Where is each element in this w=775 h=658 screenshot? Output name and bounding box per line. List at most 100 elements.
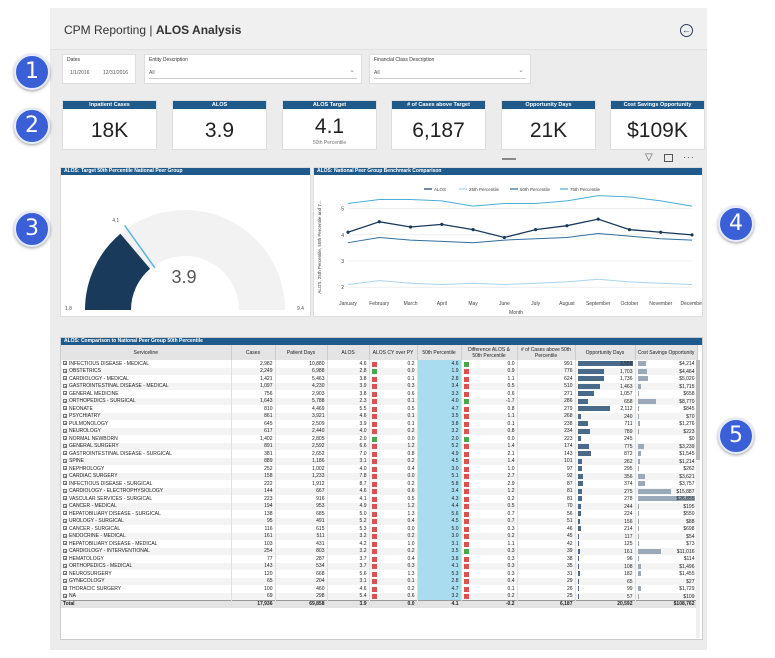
expand-icon[interactable]: + (63, 413, 67, 419)
entity-slicer[interactable]: Entity Description All ⌄ (144, 54, 362, 84)
table-row[interactable]: + CANCER - SURGICAL 116 615 5.3 0.0 5.0 0.3 46 21… (61, 525, 698, 533)
scrollbar-thumb[interactable] (696, 360, 700, 460)
table-row[interactable]: + HEPATOBILIARY DISEASE - SURGICAL 138 685 5… (61, 510, 698, 518)
expand-icon[interactable]: + (63, 511, 67, 517)
column-header[interactable]: Serviceline (61, 345, 232, 360)
opportunity-days-cell: 1,736 (575, 375, 636, 383)
expand-icon[interactable]: + (63, 406, 67, 412)
column-header[interactable]: Difference ALOS & 50th Percentile (461, 345, 518, 360)
more-options-icon[interactable]: ··· (683, 152, 695, 162)
cell-value: $70 (686, 413, 695, 420)
difference-cell: 1.2 (461, 487, 518, 495)
expand-icon[interactable]: + (63, 496, 67, 502)
table-row[interactable]: + CARDIOLOGY - INTERVENTIONAL 254 803 3.2 0.2… (61, 547, 698, 555)
table-row[interactable]: + CARDIOLOGY - ELECTROPHYSIOLOGY 144 667 4.6… (61, 487, 698, 495)
column-header[interactable]: Opportunity Days (575, 345, 636, 360)
y-axis-label: ALOS, 25th Percentile, 50th Percentile a… (317, 200, 322, 293)
table-row[interactable]: + GENERAL MEDICINE 756 2,903 3.8 0.6 3.3 0.6 271… (61, 390, 698, 398)
table-row[interactable]: + GASTROINTESTINAL DISEASE - MEDICAL 1,097… (61, 382, 698, 390)
expand-icon[interactable]: + (63, 571, 67, 577)
expand-icon[interactable]: + (63, 361, 67, 367)
expand-icon[interactable]: + (63, 473, 67, 479)
table-row[interactable]: + ORTHOPEDICS - MEDICAL 143 534 3.7 0.3 4.1 0.3… (61, 562, 698, 570)
table-row[interactable]: + VASCULAR SERVICES - SURGICAL 223 916 4.1 0.… (61, 495, 698, 503)
table-row[interactable]: + GASTROINTESTINAL DISEASE - SURGICAL 381 2… (61, 450, 698, 458)
serviceline-cell: + GENERAL MEDICINE (61, 390, 232, 398)
expand-icon[interactable]: + (63, 518, 67, 524)
expand-icon[interactable]: + (63, 383, 67, 389)
focus-mode-icon[interactable] (664, 154, 673, 162)
expand-icon[interactable]: + (63, 526, 67, 532)
expand-icon[interactable]: + (63, 458, 67, 464)
table-row[interactable]: + CARDIOLOGY - MEDICAL 1,421 5,463 3.8 0.1 2.8… (61, 375, 698, 383)
table-row[interactable]: + NEPHROLOGY 252 1,002 4.0 0.4 3.0 1.0 97 295 $262 (61, 465, 698, 473)
column-header[interactable]: Cases (231, 345, 276, 360)
table-row[interactable]: + INFECTIOUS DISEASE - SURGICAL 222 1,912 8.… (61, 480, 698, 488)
column-header[interactable]: ALOS (327, 345, 370, 360)
expand-icon[interactable]: + (63, 578, 67, 584)
serviceline-name: NEPHROLOGY (69, 465, 105, 472)
filter-icon[interactable]: ▽ (645, 152, 653, 163)
table-row[interactable]: + INFECTIOUS DISEASE - MEDICAL 2,982 10,880… (61, 360, 698, 368)
table-row[interactable]: + NA 69 298 5.4 0.6 3.2 0.2 25 57 $109 (61, 592, 698, 600)
table-row[interactable]: + HEPATOBILIARY DISEASE - MEDICAL 103 431 4.… (61, 540, 698, 548)
table-row[interactable]: + ENDOCRINE - MEDICAL 161 511 3.2 0.2 3.0 0.2 45… (61, 532, 698, 540)
table-row[interactable]: + NEUROLOGY 617 2,440 4.0 0.2 3.2 0.8 234 789 $223 (61, 427, 698, 435)
column-header[interactable]: # of Cases above 50th Percentile (517, 345, 576, 360)
expand-icon[interactable]: + (63, 586, 67, 592)
table-row[interactable]: + PULMONOLOGY 645 2,509 3.9 0.1 3.8 0.1 238 711 $1… (61, 420, 698, 428)
start-date-field[interactable]: 1/1/2016 (70, 70, 90, 76)
table-row[interactable]: + NORMAL NEWBORN 1,402 2,805 2.0 0.0 2.0 0.0 223… (61, 435, 698, 443)
table-row[interactable]: + SPINE 889 1,186 3.1 0.2 4.5 1.4 101 262 $1,214 (61, 457, 698, 465)
column-header[interactable]: 50th Percentile (417, 345, 462, 360)
table-row[interactable]: + GYNECOLOGY 65 204 3.1 0.1 2.8 0.4 29 65 $27 (61, 577, 698, 585)
expand-icon[interactable]: + (63, 466, 67, 472)
expand-icon[interactable]: + (63, 421, 67, 427)
financial-class-slicer[interactable]: Financial Class Description All ⌄ (369, 54, 531, 84)
comparison-table-panel[interactable]: ALOS: Comparison to National Peer Group … (60, 337, 703, 640)
table-row[interactable]: + THORACIC SURGERY 100 460 4.6 0.2 4.7 0.1 26 99 $… (61, 585, 698, 593)
table-row[interactable]: + NEONATE 810 4,469 5.5 0.5 4.7 0.8 279 2,112 $845 (61, 405, 698, 413)
expand-icon[interactable]: + (63, 398, 67, 404)
table-scrollbar[interactable] (696, 360, 700, 638)
end-date-field[interactable]: 12/31/2016 (103, 70, 129, 76)
expand-icon[interactable]: + (63, 436, 67, 442)
column-header[interactable]: ALOS CY over PY (369, 345, 418, 360)
expand-icon[interactable]: + (63, 556, 67, 562)
table-row[interactable]: + UROLOGY - SURGICAL 95 491 5.2 0.4 4.5 0.7 51 15… (61, 517, 698, 525)
dates-slicer[interactable]: Dates 1/1/2016 12/31/2016 (62, 54, 136, 84)
back-arrow-icon[interactable]: ← (680, 24, 693, 37)
drag-handle-icon[interactable] (502, 158, 516, 160)
serviceline-cell: + GYNECOLOGY (61, 577, 232, 585)
expand-icon[interactable]: + (63, 428, 67, 434)
expand-icon[interactable]: + (63, 563, 67, 569)
expand-icon[interactable]: + (63, 593, 67, 599)
data-bar: $3,239 (637, 443, 695, 450)
table-row[interactable]: + ORTHOPEDICS - SURGICAL 1,643 5,788 2.3 0.1 4… (61, 397, 698, 405)
expand-icon[interactable]: + (63, 548, 67, 554)
column-header[interactable]: Patient Days (275, 345, 328, 360)
expand-icon[interactable]: + (63, 533, 67, 539)
table-row[interactable]: + HEMATOLOGY 77 287 3.7 0.4 3.8 0.3 38 96 $114 (61, 555, 698, 563)
table-row[interactable]: + CANCER - MEDICAL 194 953 4.9 1.2 4.4 0.5 70 244… (61, 502, 698, 510)
table-row[interactable]: + CARDIAC SURGERY 158 1,233 7.8 0.0 5.1 2.7 92 35… (61, 472, 698, 480)
financial-class-dropdown[interactable]: All ⌄ (374, 66, 526, 79)
cell-value: 1.3 (407, 570, 415, 577)
expand-icon[interactable]: + (63, 541, 67, 547)
expand-icon[interactable]: + (63, 451, 67, 457)
table-row[interactable]: + NEUROSURGERY 120 668 5.6 1.3 5.3 0.3 31 182 $1,4… (61, 570, 698, 578)
gauge-panel[interactable]: ALOS: Target 50th Percentile National Pe… (60, 167, 311, 317)
entity-dropdown[interactable]: All ⌄ (149, 66, 357, 79)
table-row[interactable]: + GENERAL SURGERY 891 2,592 6.6 1.2 5.2 1.4 174 7… (61, 442, 698, 450)
table-row[interactable]: + OBSTETRICS 2,249 6,988 2.8 0.0 1.9 0.9 776 1,70… (61, 367, 698, 375)
expand-icon[interactable]: + (63, 481, 67, 487)
benchmark-line-chart-panel[interactable]: ALOS: National Peer Group Benchmark Comp… (313, 167, 704, 317)
table-row[interactable]: + PSYCHIATRY 861 3,921 4.6 0.1 3.5 1.1 268 240 $70 (61, 412, 698, 420)
expand-icon[interactable]: + (63, 443, 67, 449)
expand-icon[interactable]: + (63, 368, 67, 374)
column-header[interactable]: Cost Savings Opportunity (635, 345, 698, 360)
expand-icon[interactable]: + (63, 391, 67, 397)
expand-icon[interactable]: + (63, 488, 67, 494)
expand-icon[interactable]: + (63, 376, 67, 382)
expand-icon[interactable]: + (63, 503, 67, 509)
